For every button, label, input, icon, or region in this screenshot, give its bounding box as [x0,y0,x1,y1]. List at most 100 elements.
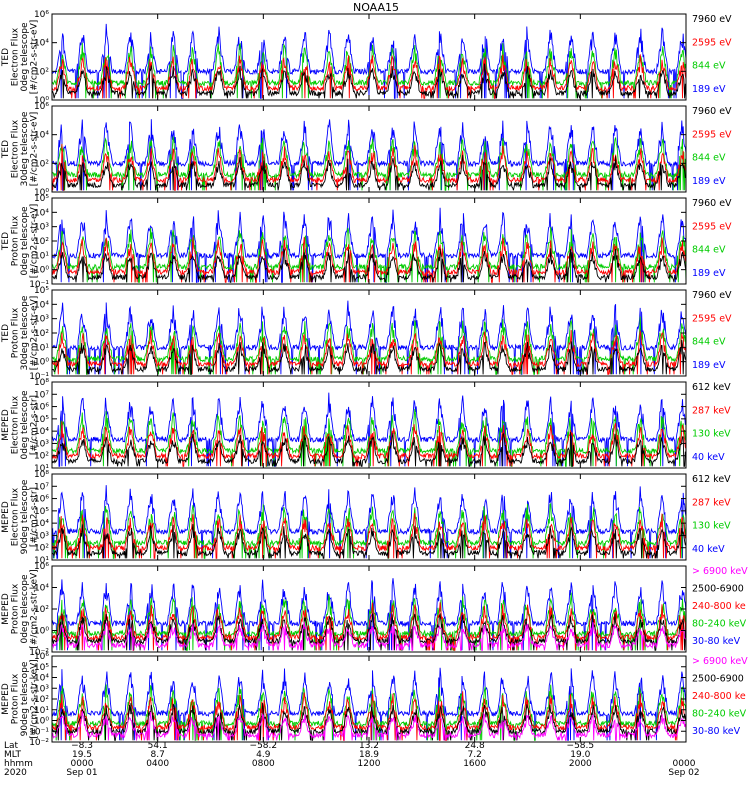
x-tick-label: 7.2 [468,750,482,760]
x-tick-label: Sep 02 [668,768,699,778]
legend-item: 844 eV [692,245,726,256]
y-tick-label: 10³ [34,223,49,233]
y-label-line: Electron Flux [11,119,21,178]
y-tick-label: 10² [34,544,49,554]
y-label-line: Proton Flux [11,583,21,634]
y-label-line: MEPED [1,683,11,715]
x-tick-label: −58.5 [567,741,595,751]
y-tick-label: 10⁴ [34,208,49,218]
legend-item: 7960 eV [692,14,732,25]
legend: > 6900 keV 2500-6900 240-800 ke 80-240 keV 3… [692,566,748,647]
x-tick-label: 54.1 [148,741,168,751]
x-tick-label: 24.8 [465,741,485,751]
y-tick-label: 10² [34,237,49,247]
y-label-line: 30deg telescope [20,111,30,186]
y-label-line: Proton Flux [11,673,21,724]
y-tick-label: 10⁻¹ [29,280,49,290]
legend-item: 844 eV [692,153,726,164]
y-label-line: Electron Flux [11,395,21,454]
trace-2500-6900 [51,612,687,651]
legend-item: 30-80 keV [692,636,741,647]
y-label-line: 0deg telescope [20,390,30,460]
y-axis-label: TED Proton Flux 0deg telescope [#/cm2-s-str… [1,204,40,279]
legend: 612 keV 287 keV 130 keV 40 keV [692,474,731,555]
legend-item: 2500-6900 [692,583,744,594]
y-label-line: 90deg telescope [20,479,30,554]
y-tick-label: 10⁷ [34,482,49,492]
y-tick-label: 10⁵ [34,663,49,673]
legend: 612 keV 287 keV 130 keV 40 keV [692,382,731,463]
x-tick-label: 19.0 [570,750,590,760]
y-tick-label: 10⁸ [34,470,49,480]
trace-844-ev [51,42,687,99]
x-tick-label: 1200 [358,759,381,769]
trace-80-240-kev [51,684,687,741]
trace-287-kev [51,421,687,467]
panel-5: 10¹ 10² 10³ 10⁴ 10⁵ 10⁶ 10⁷ 10⁸ MEPED Electron Fl… [1,378,731,474]
y-label-line: [#/cm2-s-str-keV] [30,659,40,738]
y-tick-label: 10² [34,452,49,462]
y-label-line: Proton Flux [11,215,21,266]
y-axis-label: MEPED Electron Flux 0deg telescope [#/cm2-s… [1,390,40,460]
trace-130-kev [51,502,687,559]
y-tick-label: 10⁴ [34,674,49,684]
y-tick-label: 10⁶ [34,102,49,112]
y-tick-label: 10¹ [34,251,49,261]
legend: 7960 eV 2595 eV 844 eV 189 eV [692,290,732,371]
y-tick-label: 10⁴ [34,131,49,141]
x-tick-label: 2000 [569,759,592,769]
trace-189-ev [51,119,687,191]
y-tick-label: 10⁴ [34,300,49,310]
y-tick-label: 10⁰ [34,627,49,637]
y-axis-label: TED Proton Flux 30deg telescope [#/cm2-s-st… [1,295,40,370]
x-tick-label: 0800 [252,759,275,769]
y-label-line: 0deg telescope [20,22,30,92]
y-tick-label: 10⁵ [34,194,49,204]
x-tick-label: 0000 [71,759,94,769]
x-tick-label: 0400 [146,759,169,769]
x-tick-label: 19.5 [72,750,92,760]
y-label-line: Electron Flux [11,487,21,546]
y-tick-label: 10³ [34,684,49,694]
y-tick-label: 10⁰ [34,358,49,368]
traces [51,578,687,651]
legend-item: 189 eV [692,360,726,371]
x-tick-label: 13.2 [359,741,379,751]
y-tick-label: 10⁴ [34,584,49,594]
legend: > 6900 keV 2500-6900 240-800 ke 80-240 keV 3… [692,656,748,737]
y-tick-label: 10⁴ [34,519,49,529]
y-tick-label: 10³ [34,315,49,325]
trace-130-kev [51,408,687,467]
chart-title: NOAA15 [353,1,399,14]
legend-item: 612 keV [692,382,731,393]
legend-item: 2595 eV [692,221,732,232]
trace-2595-ev [51,237,687,283]
traces [51,485,687,561]
legend-item: 287 keV [692,497,731,508]
legend: 7960 eV 2595 eV 844 eV 189 eV [692,198,732,279]
y-tick-label: 10⁶ [34,10,49,20]
legend-item: 287 keV [692,405,731,416]
legend-item: 80-240 keV [692,618,747,629]
y-label-line: [#/cm2-s-str-eV] [30,296,40,371]
y-label-line: TED [1,48,11,67]
y-label-line: MEPED [1,409,11,441]
y-tick-label: 10⁴ [34,427,49,437]
y-tick-label: 10⁵ [34,507,49,517]
y-tick-label: 10⁵ [34,415,49,425]
y-axis-label: MEPED Electron Flux 90deg telescope [#/cm2-… [1,479,40,554]
y-tick-label: 10² [34,159,49,169]
trace-40-kev [51,485,687,559]
y-axis-label: MEPED Proton Flux 90deg telescope [#/cm2-s-… [1,659,40,738]
x-row-label: hhmm [4,759,33,769]
traces [51,667,687,741]
y-tick-label: 10² [34,695,49,705]
legend-item: > 6900 keV [692,656,748,667]
legend-item: 189 eV [692,268,726,279]
